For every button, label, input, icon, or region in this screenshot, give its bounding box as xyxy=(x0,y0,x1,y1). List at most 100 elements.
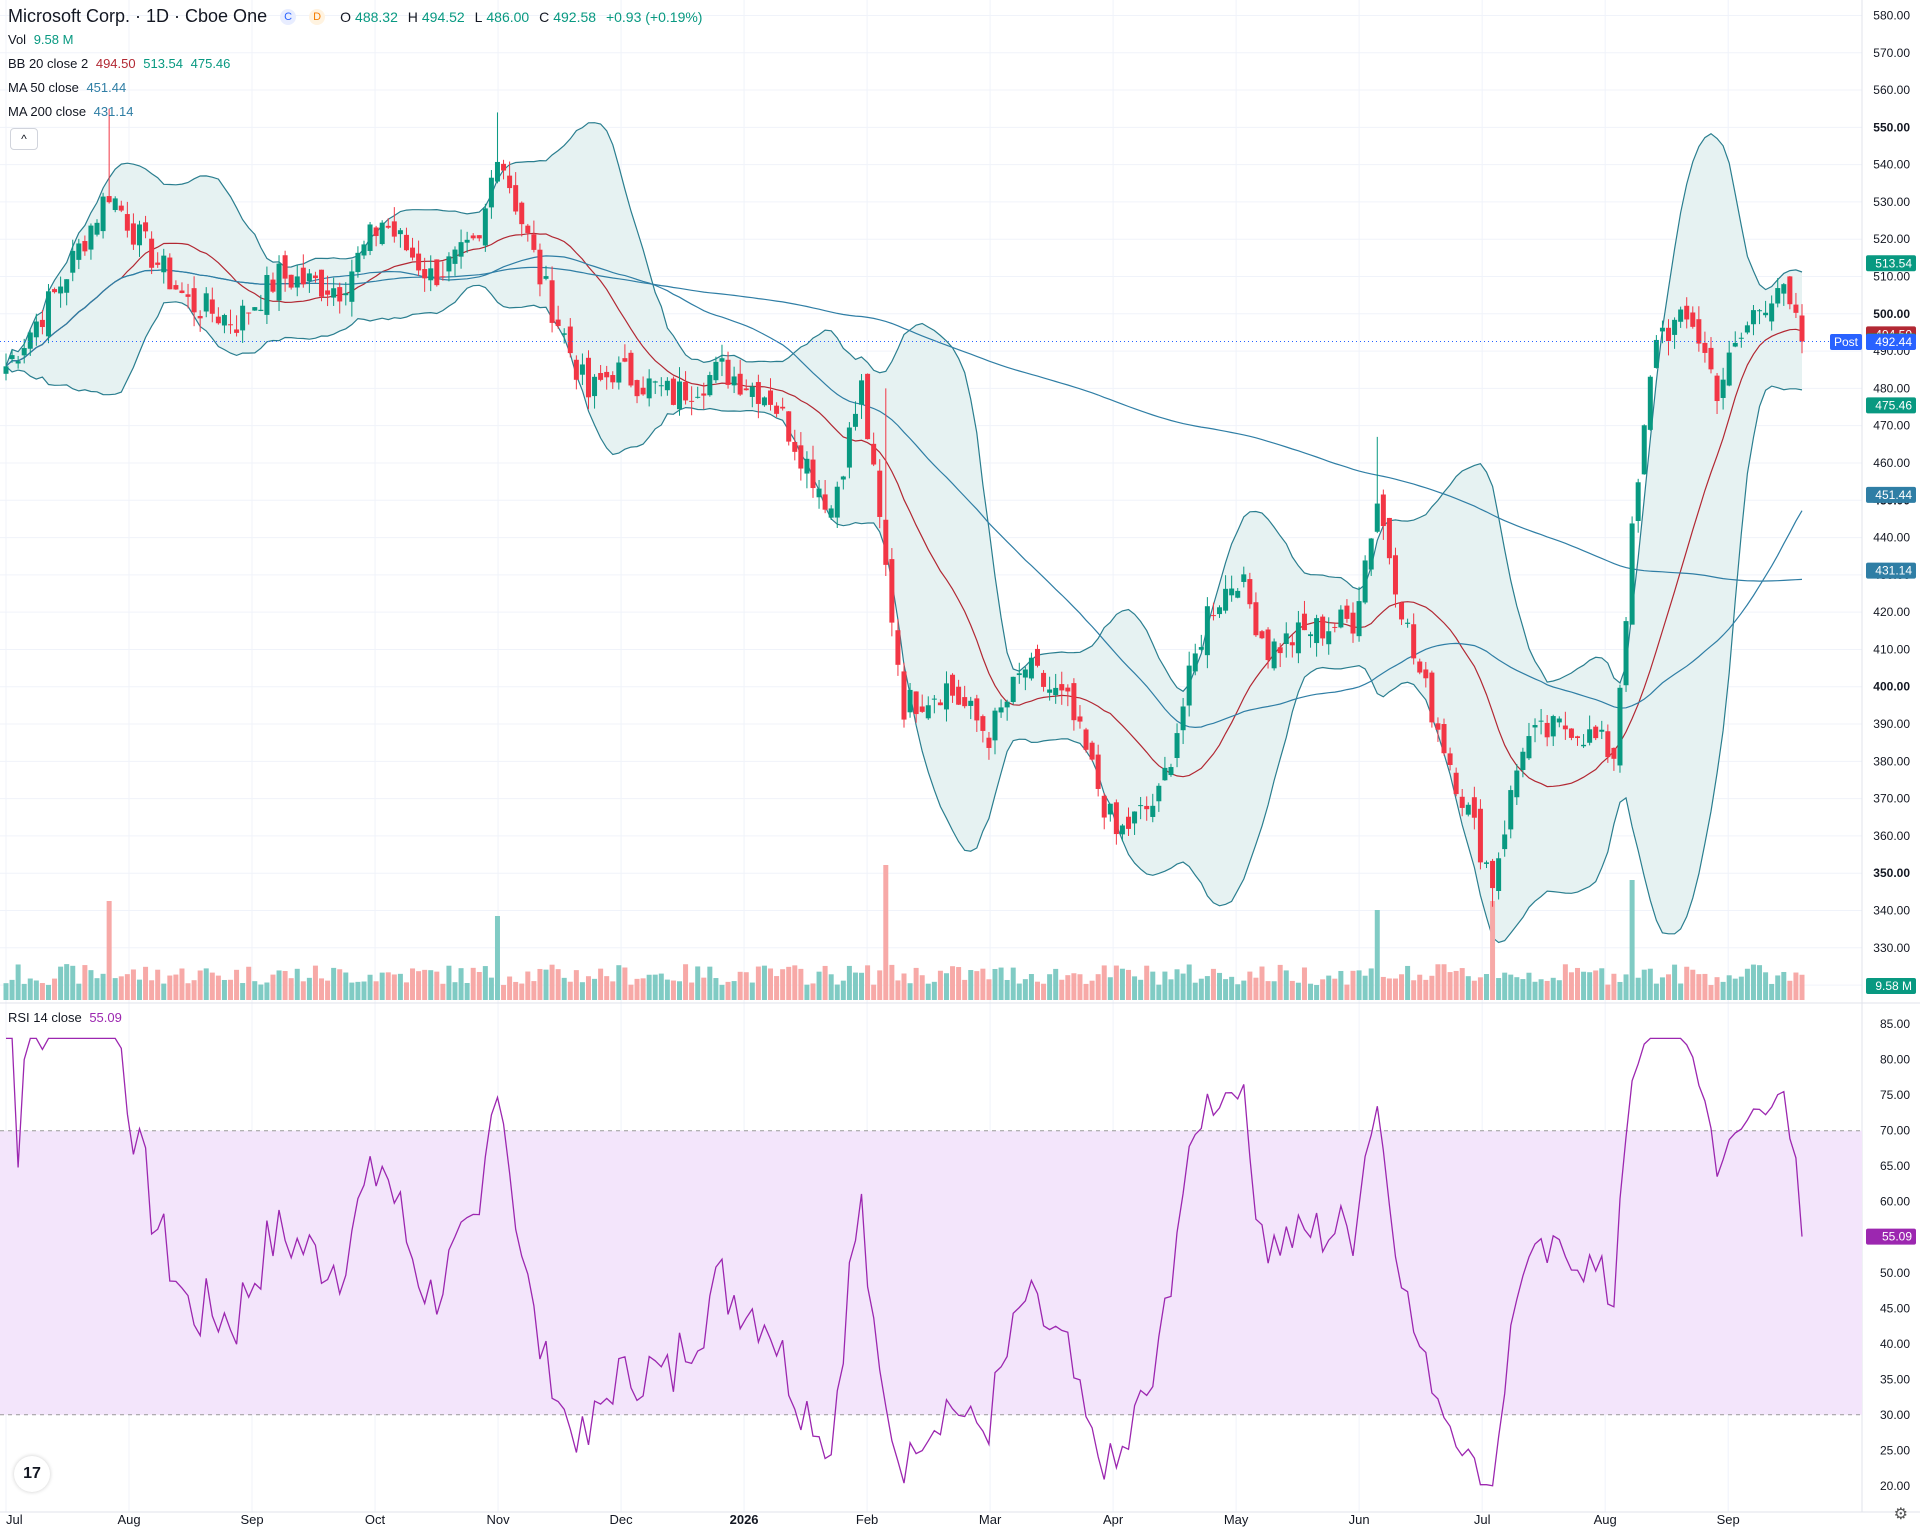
tradingview-logo-icon[interactable]: 17 xyxy=(14,1456,50,1492)
candle-body xyxy=(1344,605,1350,619)
volume-bar xyxy=(197,970,203,1000)
volume-bar xyxy=(531,981,537,1000)
volume-bar xyxy=(640,978,646,1000)
candle-body xyxy=(1308,634,1314,637)
candle-body xyxy=(446,256,452,272)
candle-body xyxy=(94,222,100,235)
volume-bar xyxy=(1235,984,1241,1000)
volume-bar xyxy=(786,966,792,1000)
candle-body xyxy=(1210,615,1216,617)
volume-bar xyxy=(986,979,992,1000)
bb-low-value: 475.46 xyxy=(190,56,231,71)
volume-bar xyxy=(1095,974,1101,1000)
post-badge-bg xyxy=(1866,333,1916,350)
candle-body xyxy=(1004,701,1010,708)
ma50-legend[interactable]: MA 50 close 451.44 xyxy=(8,80,127,95)
volume-bar xyxy=(1556,980,1562,1000)
volume-bar xyxy=(179,968,185,1000)
candle-body xyxy=(1423,669,1429,679)
candle-body xyxy=(1289,642,1295,646)
candle-body xyxy=(543,276,549,279)
ma200-legend[interactable]: MA 200 close 431.14 xyxy=(8,104,134,119)
candle-body xyxy=(1556,718,1562,723)
candle-body xyxy=(1702,342,1708,353)
volume-bar xyxy=(1526,972,1532,1000)
bb-legend[interactable]: BB 20 close 2 494.50 513.54 475.46 xyxy=(8,56,231,71)
volume-bar xyxy=(707,966,713,1000)
volume-bar xyxy=(1568,972,1574,1000)
candle-body xyxy=(1028,657,1034,679)
price-axis-tick: 470.00 xyxy=(1873,419,1910,433)
volume-bar xyxy=(3,983,9,1000)
candle-body xyxy=(1720,379,1726,398)
rsi-legend[interactable]: RSI 14 close 55.09 xyxy=(8,1010,122,1025)
volume-bar xyxy=(1071,973,1077,1000)
candle-body xyxy=(1083,729,1089,750)
candle-body xyxy=(561,333,567,335)
candle-body xyxy=(1538,720,1544,722)
volume-bar xyxy=(1629,880,1635,1000)
candle-body xyxy=(288,274,294,288)
candle-body xyxy=(1223,588,1229,611)
volume-bar xyxy=(1077,974,1083,1000)
candle-body xyxy=(294,276,300,288)
candle-body xyxy=(834,486,840,518)
candle-body xyxy=(161,255,167,273)
candle-body xyxy=(646,378,652,399)
price-axis-tick: 510.00 xyxy=(1873,270,1910,284)
volume-bar xyxy=(889,964,895,1000)
candle-body xyxy=(1750,310,1756,325)
volume-bar xyxy=(1138,979,1144,1000)
rsi-axis-tick: 25.00 xyxy=(1880,1443,1910,1457)
rsi-axis-tick: 35.00 xyxy=(1880,1372,1910,1386)
volume-bar xyxy=(1666,974,1672,1000)
candle-body xyxy=(816,488,822,498)
volume-bar xyxy=(1435,964,1441,1000)
candle-body xyxy=(1435,723,1441,730)
volume-bar xyxy=(1210,968,1216,1000)
candle-body xyxy=(240,305,246,331)
volume-bar xyxy=(1089,980,1095,1000)
volume-bar xyxy=(361,981,367,1000)
candle-body xyxy=(9,355,15,360)
collapse-legend-button[interactable]: ^ xyxy=(10,128,38,150)
volume-bar xyxy=(234,969,240,1000)
symbol-title[interactable]: Microsoft Corp. · 1D · Cboe One xyxy=(8,6,268,26)
volume-bar xyxy=(537,968,543,1000)
candle-body xyxy=(488,177,494,208)
post-badge: 492.44 xyxy=(1875,335,1912,349)
candle-body xyxy=(1119,825,1125,835)
candle-body xyxy=(519,202,525,225)
volume-bar xyxy=(221,979,227,1000)
volume-bar xyxy=(458,968,464,1000)
volume-bar xyxy=(573,970,579,1000)
volume-legend[interactable]: Vol 9.58 M xyxy=(8,32,74,47)
candle-body xyxy=(112,198,118,211)
candle-body xyxy=(713,361,719,381)
candle-body xyxy=(968,700,974,706)
candle-body xyxy=(822,494,828,510)
high-value: 494.52 xyxy=(421,9,465,25)
candle-body xyxy=(494,161,500,182)
volume-bar xyxy=(725,981,731,1000)
rsi-line xyxy=(6,1037,1803,1487)
candle-body xyxy=(197,316,203,319)
candle-body xyxy=(840,476,846,480)
volume-bar xyxy=(501,984,507,1000)
symbol-legend: Microsoft Corp. · 1D · Cboe One C D O 488… xyxy=(8,6,712,27)
rsi-axis-tick: 20.00 xyxy=(1880,1479,1910,1493)
volume-bar xyxy=(877,970,883,1000)
volume-bar xyxy=(1308,983,1314,1000)
gear-icon[interactable]: ⚙ xyxy=(1893,1506,1908,1523)
rsi-axis-tick: 60.00 xyxy=(1880,1195,1910,1209)
volume-bar xyxy=(689,982,695,1000)
candle-body xyxy=(1514,770,1520,798)
volume-bar xyxy=(677,981,682,1000)
volume-bar xyxy=(367,974,373,1000)
candle-body xyxy=(1253,602,1259,636)
candle-body xyxy=(1787,276,1793,305)
candle-body xyxy=(1059,684,1065,691)
candle-body xyxy=(731,376,737,386)
candle-body xyxy=(719,358,725,362)
